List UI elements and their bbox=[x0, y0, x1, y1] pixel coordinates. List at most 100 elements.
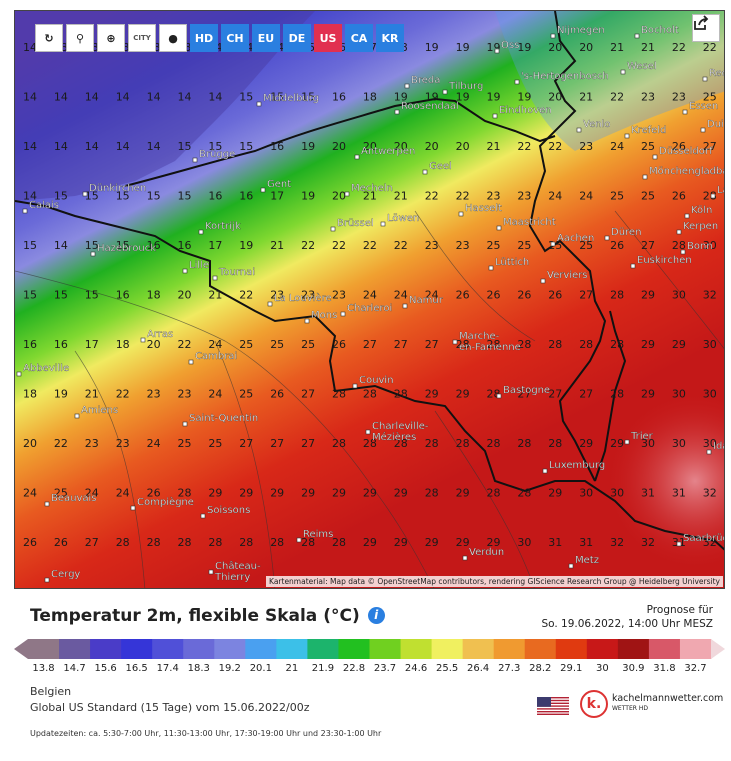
city-marker[interactable]: Calais bbox=[22, 200, 59, 214]
city-marker[interactable]: Luxemburg bbox=[542, 460, 605, 474]
city-marker[interactable]: Namur bbox=[402, 295, 444, 309]
temperature-value: 27 bbox=[548, 388, 562, 401]
city-marker[interactable]: Brügge bbox=[192, 149, 235, 163]
city-marker[interactable]: Löwen bbox=[380, 213, 419, 227]
city-marker[interactable]: Kerpen bbox=[676, 221, 718, 235]
reload-button[interactable]: ↻ bbox=[35, 24, 63, 52]
zoom-button[interactable]: ⊕ bbox=[97, 24, 125, 52]
city-marker[interactable]: Geel bbox=[422, 161, 452, 175]
city-marker[interactable]: Mecheln bbox=[344, 183, 393, 197]
city-marker[interactable]: Bonn bbox=[680, 241, 713, 255]
city-marker[interactable]: Charleville-Mézières bbox=[365, 421, 429, 443]
temperature-value: 20 bbox=[178, 289, 192, 302]
city-marker[interactable]: Oss bbox=[494, 40, 519, 54]
city-marker[interactable]: Charleroi bbox=[340, 303, 392, 317]
city-marker[interactable]: Brüssel bbox=[330, 218, 374, 232]
city-toggle-button[interactable]: CITY bbox=[128, 24, 156, 52]
city-marker[interactable]: Düsseldorf bbox=[652, 146, 713, 160]
weather-map[interactable]: 1413131313131414141516171819191919202021… bbox=[14, 10, 725, 589]
city-dot-icon bbox=[604, 235, 610, 241]
city-marker[interactable]: Dünkirchen bbox=[82, 183, 146, 197]
temperature-value: 28 bbox=[301, 536, 315, 549]
city-marker[interactable]: Lüttich bbox=[488, 257, 529, 271]
city-marker[interactable]: Château-Thierry bbox=[208, 560, 261, 583]
city-marker[interactable]: Duisburg bbox=[700, 119, 725, 133]
model-kr-button[interactable]: KR bbox=[376, 24, 404, 52]
model-ch-button[interactable]: CH bbox=[221, 24, 249, 52]
city-marker[interactable]: Meaux bbox=[151, 588, 191, 589]
city-marker[interactable]: Kortrijk bbox=[198, 221, 241, 235]
location-button[interactable]: ⚲ bbox=[66, 24, 94, 52]
city-marker[interactable]: Verdun bbox=[462, 547, 504, 561]
city-marker[interactable]: Mons bbox=[304, 310, 337, 324]
city-dot-icon bbox=[550, 33, 556, 39]
city-marker[interactable]: La Louvière bbox=[267, 292, 332, 307]
city-marker[interactable]: Bocholt bbox=[634, 25, 679, 39]
city-marker[interactable]: Roosendaal bbox=[394, 101, 459, 115]
city-marker[interactable]: Couvin bbox=[352, 375, 394, 389]
city-marker[interactable]: Düren bbox=[604, 227, 642, 241]
city-marker[interactable]: Lille bbox=[182, 260, 209, 274]
city-marker[interactable]: Breda bbox=[404, 75, 441, 89]
temperature-value: 15 bbox=[85, 239, 99, 252]
city-marker[interactable]: Wesel bbox=[620, 61, 657, 75]
city-marker[interactable]: Saarbrücken bbox=[676, 533, 725, 547]
city-marker[interactable]: Reims bbox=[296, 529, 334, 543]
city-marker[interactable]: 's-Hertogenbosch bbox=[514, 71, 609, 85]
city-marker[interactable]: Arras bbox=[140, 329, 173, 343]
temperature-value: 31 bbox=[579, 536, 593, 549]
city-marker[interactable]: Essen bbox=[682, 101, 718, 115]
city-marker[interactable]: Cergy bbox=[44, 569, 81, 583]
city-marker[interactable]: Idar-Ob bbox=[706, 441, 725, 455]
city-marker[interactable]: Euskirchen bbox=[630, 255, 692, 269]
city-marker[interactable]: Compiègne bbox=[130, 496, 194, 511]
share-button[interactable] bbox=[692, 14, 720, 42]
city-marker[interactable]: Mönchengladbach bbox=[642, 166, 725, 180]
city-marker[interactable]: Beauvais bbox=[44, 493, 97, 507]
city-marker[interactable]: Venlo bbox=[576, 119, 611, 133]
model-us-button[interactable]: US bbox=[314, 24, 342, 52]
city-marker[interactable]: Gent bbox=[260, 179, 291, 193]
city-marker[interactable]: Antwerpen bbox=[354, 146, 416, 160]
model-hd-button[interactable]: HD bbox=[190, 24, 218, 52]
city-marker[interactable]: Tilburg bbox=[442, 81, 483, 95]
city-marker[interactable]: Tournai bbox=[212, 267, 255, 281]
info-icon[interactable]: i bbox=[367, 606, 385, 624]
city-marker[interactable]: Nijmegen bbox=[550, 25, 605, 39]
city-marker[interactable]: Eindhoven bbox=[492, 105, 552, 119]
temperature-value: 21 bbox=[270, 239, 284, 252]
city-marker[interactable]: Recklinghau bbox=[702, 68, 725, 82]
model-ca-button[interactable]: CA bbox=[345, 24, 373, 52]
model-de-button[interactable]: DE bbox=[283, 24, 311, 52]
city-dot-icon bbox=[702, 76, 708, 82]
city-marker[interactable]: Soissons bbox=[200, 505, 250, 519]
city-marker[interactable]: Marche-en-Famenne bbox=[452, 331, 521, 353]
city-marker[interactable]: Bastogne bbox=[496, 385, 550, 399]
legend-swatch bbox=[121, 639, 153, 659]
city-marker[interactable]: Middelburg bbox=[256, 93, 319, 107]
city-marker[interactable]: Hazebrouck bbox=[90, 243, 156, 257]
city-marker[interactable]: Amiens bbox=[74, 405, 118, 419]
city-marker[interactable]: Abbeville bbox=[16, 363, 69, 377]
city-label: Bocholt bbox=[641, 25, 679, 36]
temperature-value: 15 bbox=[85, 289, 99, 302]
city-marker[interactable]: Krefeld bbox=[624, 125, 667, 139]
city-marker[interactable]: Verviers bbox=[540, 270, 588, 284]
map-attribution[interactable]: Kartenmaterial: Map data © OpenStreetMap… bbox=[266, 576, 723, 587]
dot-toggle-button[interactable]: ● bbox=[159, 24, 187, 52]
city-marker[interactable]: Metz bbox=[568, 555, 599, 569]
city-marker[interactable]: Langenfe bbox=[710, 185, 725, 199]
city-marker[interactable]: Maastricht bbox=[496, 217, 556, 231]
update-times: Updatezeiten: ca. 5:30-7:00 Uhr, 11:30-1… bbox=[30, 729, 382, 738]
city-marker[interactable]: Trier bbox=[624, 431, 654, 445]
brand-logo[interactable]: k. kachelmannwetter.com WETTER HD bbox=[580, 690, 723, 718]
city-marker[interactable]: Aachen bbox=[550, 233, 594, 247]
city-label: Bonn bbox=[687, 241, 713, 252]
city-marker[interactable]: Hasselt bbox=[458, 203, 502, 217]
model-eu-button[interactable]: EU bbox=[252, 24, 280, 52]
temperature-value: 23 bbox=[425, 239, 439, 252]
us-flag-icon[interactable] bbox=[537, 697, 569, 715]
city-marker[interactable]: Saint-Quentin bbox=[182, 413, 258, 427]
city-marker[interactable]: Köln bbox=[684, 205, 712, 219]
city-marker[interactable]: Cambrai bbox=[188, 351, 237, 365]
